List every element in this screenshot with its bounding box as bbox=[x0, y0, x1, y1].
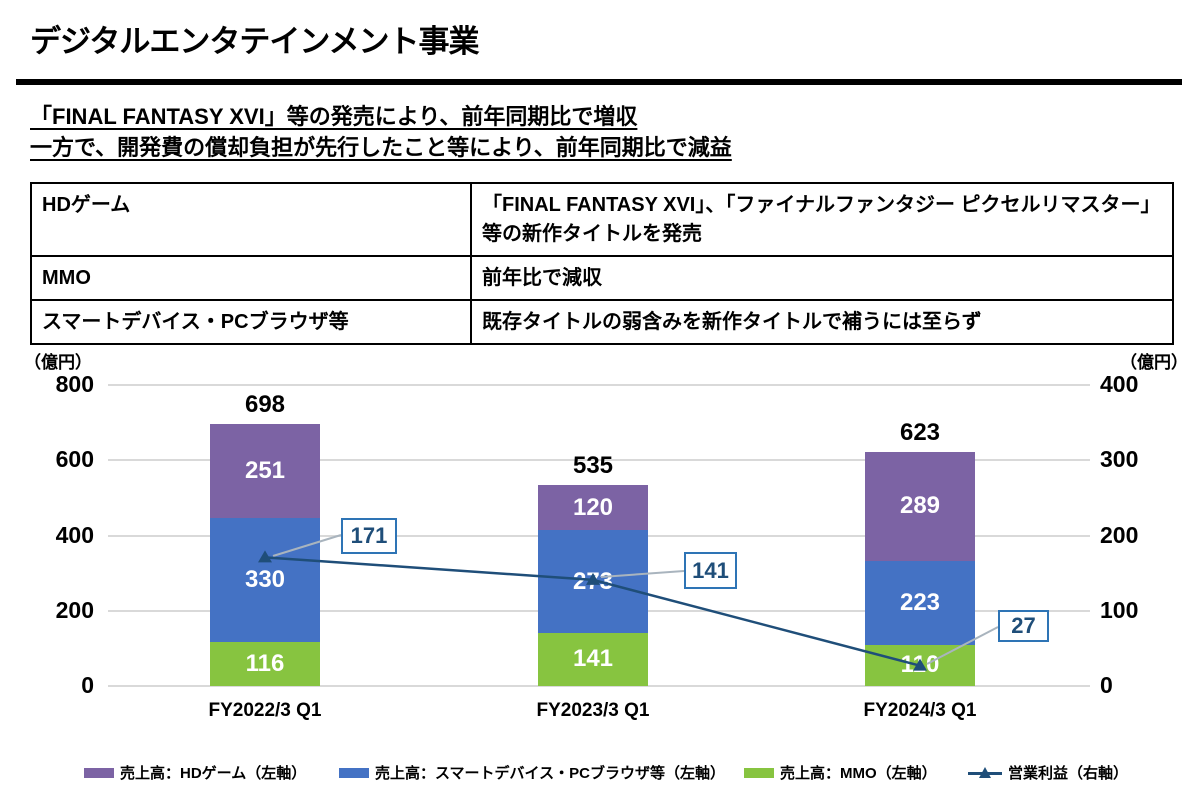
left-axis-tick-label: 200 bbox=[55, 596, 94, 623]
operating-profit-line-layer bbox=[258, 534, 999, 671]
subtitle-line-2: 一方で、開発費の償却負担が先行したこと等により、前年同期比で減益 bbox=[30, 135, 732, 160]
left-axis-tick-label: 400 bbox=[55, 521, 94, 548]
bar-segment-value-label: 223 bbox=[899, 588, 941, 616]
right-axis-unit-label: （億円） bbox=[1120, 353, 1188, 372]
table-cell-segment: スマートデバイス・PCブラウザ等 bbox=[30, 299, 472, 345]
operating-profit-value-box: 171 bbox=[341, 518, 397, 554]
right-axis-tick-label: 400 bbox=[1100, 371, 1139, 397]
bar-total-label: 535 bbox=[572, 452, 614, 480]
left-axis-tick-label: 800 bbox=[55, 371, 94, 397]
legend-swatch-icon bbox=[339, 767, 369, 778]
legend-label: 営業利益（右軸） bbox=[1008, 765, 1129, 782]
right-axis-tick-label: 0 bbox=[1100, 672, 1113, 698]
table-cell-description: 前年比で減収 bbox=[470, 255, 1174, 301]
subtitle: 「FINAL FANTASY XVI」等の発売により、前年同期比で増収 一方で、… bbox=[30, 101, 732, 163]
right-axis-tick-label: 200 bbox=[1100, 521, 1139, 548]
table-row: HDゲーム 「FINAL FANTASY XVI」、「ファイナルファンタジー ピ… bbox=[30, 182, 1174, 257]
table-cell-segment: MMO bbox=[30, 255, 472, 301]
table-cell-segment: HDゲーム bbox=[30, 182, 472, 257]
legend-label: 売上高：HDゲーム（左軸） bbox=[120, 765, 307, 782]
legend-item: 売上高：HDゲーム（左軸） bbox=[84, 762, 306, 783]
legend-swatch-icon bbox=[84, 767, 114, 778]
bar-segment bbox=[210, 423, 320, 519]
triangle-marker-icon bbox=[913, 658, 927, 671]
bar-total-label: 623 bbox=[899, 418, 941, 446]
operating-profit-value-box: 141 bbox=[684, 552, 737, 589]
operating-profit-line bbox=[264, 556, 921, 667]
right-axis-tick-label: 300 bbox=[1100, 446, 1139, 473]
legend-item: 売上高：スマートデバイス・PCブラウザ等（左軸） bbox=[339, 762, 725, 783]
operating-profit-value-box: 27 bbox=[998, 610, 1049, 642]
left-axis-unit-label: （億円） bbox=[24, 353, 92, 372]
right-axis-tick-label: 100 bbox=[1100, 596, 1139, 623]
legend-swatch-icon bbox=[744, 767, 774, 778]
chart-legend: 売上高：HDゲーム（左軸） 売上高：スマートデバイス・PCブラウザ等（左軸） 売上高… bbox=[0, 758, 1202, 792]
stacked-bar-line-chart: 0 0 200 100 400 200 600 300 800 400 （億円） （億円） 116 330… bbox=[0, 345, 1202, 757]
table-cell-description: 「FINAL FANTASY XVI」、「ファイナルファンタジー ピクセルリマス… bbox=[470, 182, 1174, 257]
bar-segment bbox=[538, 632, 648, 686]
annotation-leader-line bbox=[272, 534, 342, 557]
line-marker-icon bbox=[968, 766, 1002, 780]
bar-segment-value-label: 120 bbox=[572, 493, 614, 521]
legend-item: 売上高：MMO（左軸） bbox=[744, 762, 937, 783]
x-axis-category-label: FY2024/3 Q1 bbox=[863, 700, 977, 721]
annotation-leader-line bbox=[600, 570, 685, 578]
triangle-marker-icon bbox=[258, 550, 272, 563]
bar-segment-value-label: 330 bbox=[244, 566, 286, 594]
bar-segment-value-label: 289 bbox=[899, 492, 941, 520]
x-axis-category-label: FY2023/3 Q1 bbox=[536, 700, 650, 721]
bar-segment bbox=[865, 451, 975, 561]
left-axis-tick-label: 600 bbox=[55, 446, 94, 473]
annotation-leader-line bbox=[926, 626, 999, 665]
title-divider-rule bbox=[16, 79, 1182, 85]
legend-item: 営業利益（右軸） bbox=[968, 762, 1128, 783]
summary-table: HDゲーム 「FINAL FANTASY XVI」、「ファイナルファンタジー ピ… bbox=[30, 182, 1174, 345]
bar-segment bbox=[210, 642, 320, 686]
bar-total-label: 698 bbox=[244, 390, 286, 418]
chart-gridline bbox=[108, 459, 1090, 462]
page-title: デジタルエンタテインメント事業 bbox=[30, 24, 479, 59]
legend-label: 売上高：MMO（左軸） bbox=[780, 765, 937, 782]
x-axis-category-label: FY2022/3 Q1 bbox=[208, 700, 322, 721]
bar-segment bbox=[538, 485, 648, 531]
subtitle-line-1: 「FINAL FANTASY XVI」等の発売により、前年同期比で増収 bbox=[30, 104, 638, 129]
table-cell-description: 既存タイトルの弱含みを新作タイトルで補うには至らず bbox=[470, 299, 1174, 345]
chart-gridline bbox=[108, 685, 1090, 687]
bar-segment bbox=[210, 518, 320, 643]
bar-segment-value-label: 141 bbox=[572, 645, 614, 673]
legend-label: 売上高：スマートデバイス・PCブラウザ等（左軸） bbox=[375, 765, 725, 782]
table-row: スマートデバイス・PCブラウザ等 既存タイトルの弱含みを新作タイトルで補うには至… bbox=[30, 299, 1174, 345]
table-row: MMO 前年比で減収 bbox=[30, 255, 1174, 301]
triangle-marker-icon bbox=[586, 572, 600, 585]
bar-segment-value-label: 116 bbox=[245, 650, 285, 678]
left-axis-tick-label: 0 bbox=[81, 672, 94, 698]
bar-segment-value-label: 251 bbox=[244, 456, 286, 484]
bar-segment bbox=[865, 560, 975, 645]
chart-gridline bbox=[108, 384, 1090, 386]
